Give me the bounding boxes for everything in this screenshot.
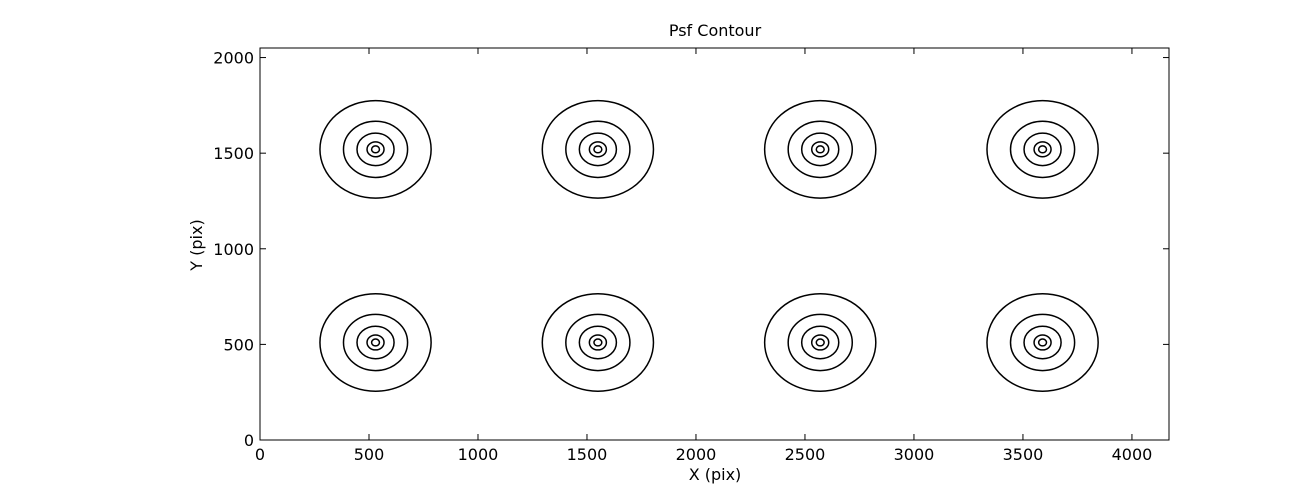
contour-line (319, 99, 432, 199)
contour-line (986, 99, 1099, 199)
contour-line (1037, 338, 1048, 347)
contour-line (1009, 313, 1076, 372)
contour-line (588, 141, 608, 158)
contour-line (366, 141, 385, 158)
contour-line (787, 120, 854, 179)
plot-frame (259, 47, 1170, 441)
y-tick-label: 0 (244, 431, 254, 450)
contour-line (1037, 145, 1048, 154)
y-axis-label: Y (pix) (187, 219, 206, 271)
y-tick-label: 2000 (213, 49, 254, 68)
contour-line (541, 292, 655, 392)
x-tick-label: 2500 (785, 445, 826, 464)
x-tick-label: 3500 (1003, 445, 1044, 464)
contour-line (370, 145, 381, 154)
contour-line (763, 99, 877, 199)
contour-line (342, 120, 409, 179)
contour-line (356, 132, 395, 167)
contour-line (593, 145, 603, 154)
contour-line (593, 338, 603, 347)
x-tick-label: 2000 (676, 445, 717, 464)
contour-line (588, 334, 608, 351)
contour-line (810, 334, 830, 351)
contour-line (1009, 120, 1076, 179)
contour-line (370, 338, 381, 347)
x-tick-label: 500 (354, 445, 385, 464)
contour-line (1023, 132, 1062, 167)
contour-line (541, 99, 655, 199)
x-tick-label: 4000 (1112, 445, 1153, 464)
x-tick-label: 0 (255, 445, 265, 464)
y-tick-label: 1000 (213, 240, 254, 259)
contour-line (356, 325, 395, 360)
contour-line (815, 338, 825, 347)
contour-line (342, 313, 409, 372)
contour-line (366, 334, 385, 351)
y-tick-label: 1500 (213, 144, 254, 163)
contour-line (565, 313, 631, 372)
contour-line (1033, 141, 1052, 158)
x-tick-label: 1000 (458, 445, 499, 464)
contour-line (763, 292, 877, 392)
contour-line (815, 145, 825, 154)
contour-line (578, 132, 618, 167)
contour-line (565, 120, 631, 179)
contour-line (787, 313, 854, 372)
contour-line (319, 292, 432, 392)
chart-title: Psf Contour (669, 21, 762, 40)
contour-line (1023, 325, 1062, 360)
contour-line (578, 325, 618, 360)
contour-line (800, 132, 840, 167)
contour-line (986, 292, 1099, 392)
contour-line (1033, 334, 1052, 351)
x-tick-label: 3000 (894, 445, 935, 464)
contour-line (810, 141, 830, 158)
contour-line (800, 325, 840, 360)
y-tick-label: 500 (223, 335, 254, 354)
x-tick-label: 1500 (567, 445, 608, 464)
x-axis-label: X (pix) (689, 465, 742, 484)
